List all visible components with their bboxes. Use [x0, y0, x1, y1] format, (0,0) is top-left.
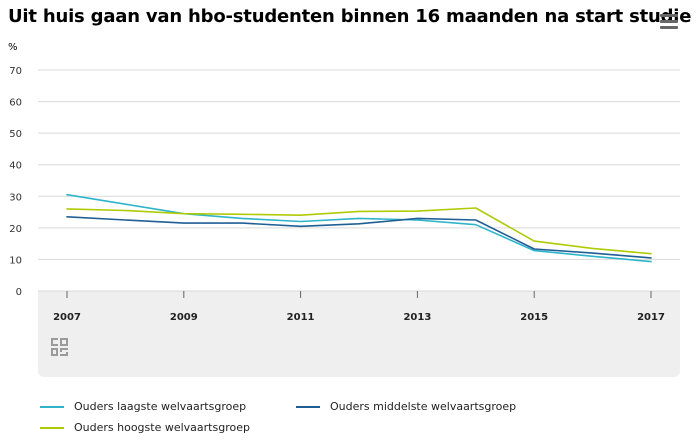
legend-label: Ouders middelste welvaartsgroep [330, 400, 517, 413]
legend-item-3[interactable]: Ouders hoogste welvaartsgroep [40, 421, 250, 434]
series-line-1[interactable] [66, 193, 652, 263]
legend-item-1[interactable]: Ouders laagste welvaartsgroep [40, 400, 246, 413]
x-axis-band-top [38, 291, 680, 299]
y-tick-label: 0 [16, 287, 22, 298]
x-tick-label: 2009 [170, 312, 198, 323]
series-line-3[interactable] [66, 207, 652, 255]
y-tick-label: 10 [9, 255, 22, 266]
x-tick-label: 2007 [53, 312, 81, 323]
series-line-2[interactable] [66, 216, 652, 259]
legend-swatch [296, 405, 320, 408]
legend-label: Ouders hoogste welvaartsgroep [74, 421, 250, 434]
legend-item-2[interactable]: Ouders middelste welvaartsgroep [296, 400, 516, 413]
legend-swatch [40, 405, 64, 408]
legend-label: Ouders laagste welvaartsgroep [74, 400, 247, 413]
y-tick-label: 20 [9, 224, 22, 235]
hamburger-menu-icon[interactable] [660, 14, 678, 30]
y-tick-label: 60 [9, 98, 22, 109]
x-tick-label: 2013 [403, 312, 431, 323]
y-axis-unit-label: % [8, 42, 18, 53]
cbs-logo-icon [51, 338, 68, 356]
y-tick-label: 40 [9, 161, 22, 172]
y-tick-label: 70 [9, 66, 22, 77]
x-axis-band [38, 291, 680, 377]
legend-swatch [40, 426, 64, 429]
x-tick-label: 2017 [637, 312, 665, 323]
x-tick-label: 2015 [520, 312, 548, 323]
line-chart: % 0 10 20 30 40 50 60 70 2007 2009 2011 2013 2015 2017 [8, 42, 680, 377]
chart-legend: Ouders laagste welvaartsgroep Ouders midd… [0, 396, 699, 445]
y-tick-label: 30 [9, 192, 22, 203]
x-tick-label: 2011 [287, 312, 315, 323]
chart-title: Uit huis gaan van hbo-studenten binnen 1… [8, 6, 692, 27]
y-tick-label: 50 [9, 129, 22, 140]
